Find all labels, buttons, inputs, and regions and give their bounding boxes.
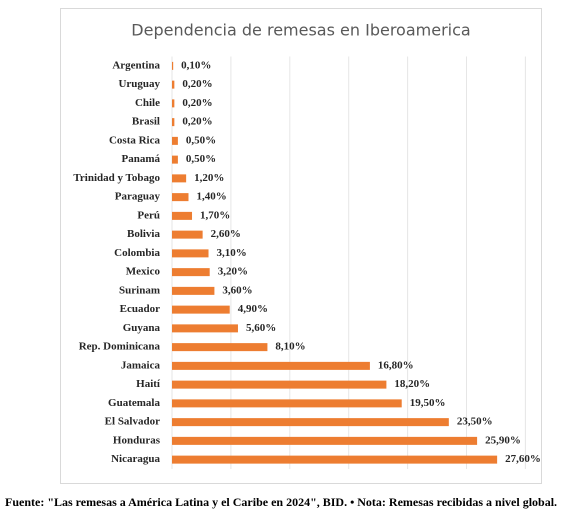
data-label: 1,20% xyxy=(194,172,224,184)
data-label: 3,60% xyxy=(222,284,252,296)
y-tick-label: Guyana xyxy=(123,322,161,334)
y-tick-label: Jamaica xyxy=(121,359,161,371)
y-tick-label: Panamá xyxy=(122,153,161,165)
data-label: 5,60% xyxy=(246,322,276,334)
data-label: 16,80% xyxy=(378,359,414,371)
y-tick-label: Surinam xyxy=(119,284,160,296)
data-label: 0,20% xyxy=(182,97,212,109)
bar xyxy=(172,193,189,202)
bar xyxy=(172,174,187,183)
bar xyxy=(172,455,498,464)
bar xyxy=(172,305,230,314)
bar xyxy=(172,136,178,145)
y-tick-label: Honduras xyxy=(113,434,161,446)
bar xyxy=(172,343,268,352)
y-tick-label: Chile xyxy=(135,97,160,109)
chart-title: Dependencia de remesas en Iberoamerica xyxy=(131,21,470,40)
y-tick-label: Perú xyxy=(137,209,160,221)
data-label: 0,10% xyxy=(181,59,211,71)
y-tick-label: Brasil xyxy=(132,116,160,128)
data-label: 0,50% xyxy=(186,134,216,146)
y-tick-label: Paraguay xyxy=(115,191,161,203)
y-tick-label: Uruguay xyxy=(118,78,160,90)
data-label: 0,20% xyxy=(182,78,212,90)
data-label: 23,50% xyxy=(457,416,493,428)
data-label: 2,60% xyxy=(211,228,241,240)
y-tick-label: Bolivia xyxy=(127,228,161,240)
bar xyxy=(172,155,178,164)
y-tick-label: Rep. Dominicana xyxy=(79,341,161,353)
y-tick-label: Nicaragua xyxy=(111,453,160,465)
y-tick-label: Ecuador xyxy=(120,303,160,315)
data-label: 0,50% xyxy=(186,153,216,165)
bar xyxy=(172,286,215,295)
data-label: 27,60% xyxy=(505,453,541,465)
y-tick-label: Costa Rica xyxy=(109,134,161,146)
data-label: 4,90% xyxy=(238,303,268,315)
y-tick-label: Argentina xyxy=(112,59,160,71)
y-tick-label: Haití xyxy=(136,378,161,390)
y-tick-label: El Salvador xyxy=(105,416,160,428)
bar xyxy=(172,211,193,220)
y-tick-label: Trinidad y Tobago xyxy=(73,172,160,184)
bar xyxy=(172,268,210,277)
data-label: 3,10% xyxy=(217,247,247,259)
data-label: 3,20% xyxy=(218,266,248,278)
y-tick-label: Guatemala xyxy=(108,397,160,409)
bar xyxy=(172,418,449,427)
data-label: 18,20% xyxy=(394,378,430,390)
y-tick-label: Mexico xyxy=(126,266,161,278)
data-label: 0,20% xyxy=(182,116,212,128)
bar xyxy=(172,361,370,370)
data-label: 19,50% xyxy=(410,397,446,409)
bar xyxy=(172,249,209,258)
bar xyxy=(172,436,478,445)
data-label: 1,70% xyxy=(200,209,230,221)
bar xyxy=(172,99,175,108)
bar xyxy=(172,80,175,89)
data-label: 8,10% xyxy=(275,341,305,353)
bar xyxy=(172,399,402,408)
data-label: 25,90% xyxy=(485,434,521,446)
y-tick-label: Colombia xyxy=(114,247,160,259)
bar xyxy=(172,380,387,389)
bar xyxy=(172,230,203,239)
footer-note: Fuente: "Las remesas a América Latina y … xyxy=(5,495,557,509)
bar xyxy=(172,118,175,127)
bar xyxy=(172,324,238,333)
bar xyxy=(172,61,174,70)
data-label: 1,40% xyxy=(196,191,226,203)
